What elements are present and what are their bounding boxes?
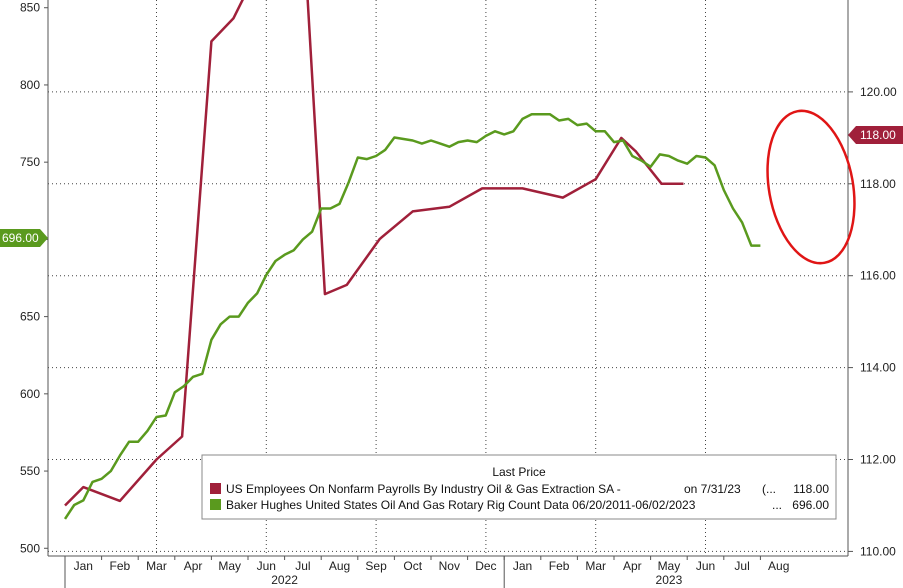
legend-box (201, 454, 837, 520)
right-axis-ticks: 110.00 112.00 114.00 116.00 118.00 120.00 (848, 85, 897, 558)
month-tick-label: Mar (146, 559, 167, 573)
month-tick-label: Jun (696, 559, 715, 573)
legend-swatch-rigcount (210, 499, 221, 510)
right-tick-label: 112.00 (860, 453, 896, 467)
month-tick-label: Jan (74, 559, 93, 573)
badge-right-shape (848, 126, 903, 144)
legend-label-payrolls: US Employees On Nonfarm Payrolls By Indu… (226, 482, 621, 496)
last-price-badge-left: 696.00 (0, 229, 48, 247)
month-tick-label: May (658, 559, 681, 573)
legend-trail-payrolls: (... (762, 482, 776, 496)
month-tick-label: Aug (768, 559, 789, 573)
right-tick-label: 110.00 (860, 544, 896, 558)
right-tick-label: 120.00 (860, 85, 897, 99)
month-tick-label: Nov (439, 559, 460, 573)
month-tick-label: Apr (184, 559, 203, 573)
month-tick-label: Jul (295, 559, 310, 573)
month-tick-label: Aug (329, 559, 350, 573)
left-axis-ticks: 500550600650700750800850 (20, 1, 48, 555)
x-axis-year-ticks: 2022 2023 (64, 556, 683, 588)
month-tick-label: Sep (365, 559, 387, 573)
left-tick-label: 600 (20, 387, 40, 401)
month-tick-label: Oct (403, 559, 422, 573)
month-tick-label: Jul (734, 559, 749, 573)
right-tick-label: 114.00 (860, 361, 896, 375)
legend-label-rigcount: Baker Hughes United States Oil And Gas R… (226, 498, 696, 512)
month-tick-label: Mar (585, 559, 606, 573)
month-tick-label: Dec (475, 559, 496, 573)
badge-left-label: 696.00 (2, 231, 39, 245)
month-tick-label: Apr (623, 559, 642, 573)
year-tick-label: 2022 (271, 573, 298, 587)
legend: Last Price US Employees On Nonfarm Payro… (201, 454, 837, 520)
x-axis-month-ticks: Jan Feb Mar Apr May Jun Jul Aug Sep Oct Nov Dec Jan F… (64, 556, 789, 573)
last-price-badge-right: 118.00 (848, 126, 903, 144)
right-tick-label: 118.00 (860, 177, 896, 191)
month-tick-label: Jun (257, 559, 276, 573)
right-tick-label: 116.00 (860, 269, 896, 283)
badge-left-shape (0, 229, 48, 247)
left-tick-label: 850 (20, 1, 40, 15)
month-tick-label: Feb (549, 559, 570, 573)
left-tick-label: 650 (20, 310, 40, 324)
series-layer (63, 0, 761, 520)
left-tick-label: 500 (20, 541, 40, 555)
legend-swatch-payrolls (210, 483, 221, 494)
left-tick-label: 750 (20, 155, 40, 169)
legend-trail-rigcount: ... (772, 498, 782, 512)
legend-value-rigcount: 696.00 (792, 498, 829, 512)
series-line-rigcount (63, 113, 761, 520)
legend-value-payrolls: 118.00 (793, 482, 829, 496)
series-line-payrolls (64, 0, 684, 507)
month-tick-label: May (218, 559, 241, 573)
month-tick-label: Feb (110, 559, 131, 573)
legend-title: Last Price (492, 465, 546, 479)
year-tick-label: 2023 (656, 573, 683, 587)
highlight-circle-annotation (766, 109, 856, 265)
badge-right-label: 118.00 (860, 128, 896, 142)
left-tick-label: 550 (20, 464, 40, 478)
month-tick-label: Jan (513, 559, 532, 573)
legend-date-payrolls: on 7/31/23 (684, 482, 741, 496)
left-tick-label: 800 (20, 78, 40, 92)
